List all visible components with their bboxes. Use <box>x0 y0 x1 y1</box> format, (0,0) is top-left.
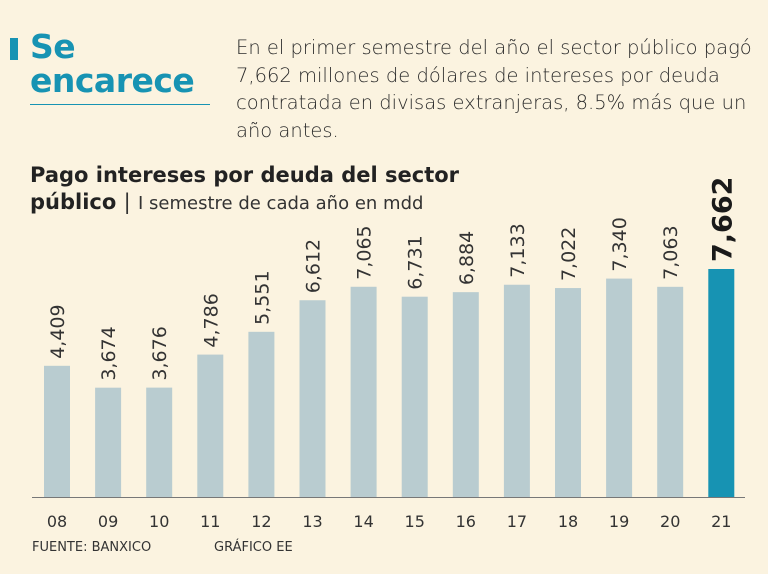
headline-line2: encarece <box>30 61 195 100</box>
bar-20 <box>657 286 684 497</box>
value-label-11: 4,786 <box>200 293 222 347</box>
bar-18 <box>555 288 581 497</box>
x-tick-15: 15 <box>405 512 425 531</box>
x-tick-13: 13 <box>302 512 322 531</box>
value-label-21: 7,662 <box>707 177 738 262</box>
x-tick-14: 14 <box>353 512 373 531</box>
source-note: FUENTE: BANXICO <box>32 540 152 555</box>
headline: Se encarece <box>30 27 195 100</box>
value-label-12: 5,551 <box>251 270 273 324</box>
bar-14 <box>350 286 377 497</box>
value-label-08: 4,409 <box>47 304 69 358</box>
x-tick-17: 17 <box>507 512 527 531</box>
value-label-15: 6,731 <box>405 235 427 289</box>
chart-title-line2: público <box>30 190 117 214</box>
intro-text: En el primer semestre del año el sector … <box>236 36 752 142</box>
x-tick-19: 19 <box>609 512 629 531</box>
headline-accent-bar <box>10 38 18 60</box>
value-label-18: 7,022 <box>558 227 580 281</box>
headline-line1: Se <box>30 27 76 66</box>
value-label-10: 3,676 <box>149 326 171 380</box>
bar-11 <box>197 354 224 497</box>
value-label-09: 3,674 <box>98 326 120 380</box>
bar-10 <box>146 387 173 497</box>
x-tick-10: 10 <box>149 512 169 531</box>
headline-divider <box>30 104 210 105</box>
chart-title: Pago intereses por deuda del sector públ… <box>30 162 459 217</box>
bar-13 <box>299 300 326 497</box>
graphic-credit: GRÁFICO EE <box>214 540 293 555</box>
value-label-14: 7,065 <box>354 225 376 279</box>
x-tick-09: 09 <box>98 512 118 531</box>
value-label-19: 7,340 <box>609 217 631 271</box>
x-tick-20: 20 <box>660 512 680 531</box>
chart-subtitle: I semestre de cada año en mdd <box>138 193 424 214</box>
x-tick-08: 08 <box>47 512 67 531</box>
x-tick-11: 11 <box>200 512 220 531</box>
chart-title-line1: Pago intereses por deuda del sector <box>30 163 460 187</box>
bar-15 <box>401 296 428 497</box>
bar-19 <box>606 278 633 497</box>
chart-title-separator: | <box>123 190 131 214</box>
bar-16 <box>452 292 479 497</box>
bar-09 <box>95 387 122 497</box>
bar-08 <box>44 365 70 497</box>
value-label-20: 7,063 <box>660 225 682 279</box>
value-label-13: 6,612 <box>303 239 325 293</box>
value-label-16: 6,884 <box>456 231 478 285</box>
bar-21 <box>708 269 735 497</box>
bar-12 <box>248 331 275 497</box>
bar-17 <box>503 284 530 497</box>
x-tick-12: 12 <box>251 512 271 531</box>
x-tick-21: 21 <box>711 512 731 531</box>
x-tick-18: 18 <box>558 512 578 531</box>
value-label-17: 7,133 <box>507 223 529 277</box>
x-tick-16: 16 <box>456 512 476 531</box>
